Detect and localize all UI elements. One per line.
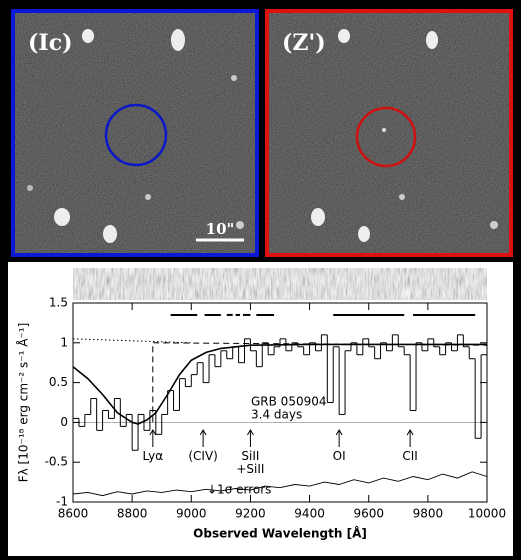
error-label: ↓1σ errors [207, 483, 271, 497]
arrow-head [335, 429, 343, 436]
annotation-label: SiII +SiII [236, 449, 264, 476]
source-label: GRB 050904 [251, 395, 327, 409]
image-z: (Z') [265, 9, 513, 257]
annotation-label: (CIV) [188, 449, 218, 463]
x-tick-label: 9000 [176, 507, 207, 521]
x-axis-label: Observed Wavelength [Å] [193, 526, 367, 541]
arrow-head [406, 429, 414, 436]
spectrum-image [73, 268, 487, 300]
annotation-label: CII [402, 449, 417, 463]
scale-label: 10" [206, 220, 235, 238]
y-tick-label: 0 [60, 415, 68, 429]
annotation-label: OI [333, 449, 346, 463]
arrow-head [199, 429, 207, 436]
y-tick-label: -0.5 [45, 455, 68, 469]
chart: 8600 8800 9000 9200 9400 9600 9800 10000 -1 -0.5 0… [16, 296, 507, 541]
y-tick-label: 1.5 [49, 296, 68, 310]
arrow-head [149, 429, 157, 436]
panel-label: (Ic) [28, 30, 73, 56]
x-tick-label: 9200 [235, 507, 266, 521]
y-tick-label: -1 [56, 495, 68, 509]
x-tick-label: 9600 [353, 507, 384, 521]
image-ic: (Ic) 10" [11, 9, 259, 257]
x-tick-label: 9400 [294, 507, 325, 521]
x-tick-label: 8600 [58, 507, 89, 521]
model-dashed [152, 342, 488, 423]
error-spectrum [72, 471, 488, 497]
y-tick-label: 1 [60, 335, 68, 349]
x-tick-label: 9800 [413, 507, 444, 521]
model-curve [72, 343, 487, 425]
plot-frame [72, 302, 488, 503]
epoch-label: 3.4 days [251, 408, 302, 422]
y-axis-label: Fλ [10⁻¹⁸ erg cm⁻² s⁻¹ Å⁻¹] [16, 323, 31, 483]
x-tick-label: 8800 [117, 507, 148, 521]
x-tick-label: 10000 [468, 507, 506, 521]
arrow-head [247, 429, 254, 436]
y-tick-label: 0.5 [49, 375, 68, 389]
panel-label: (Z') [282, 30, 326, 56]
annotation-label: Lyα [143, 449, 164, 463]
chart-panel [8, 262, 513, 556]
